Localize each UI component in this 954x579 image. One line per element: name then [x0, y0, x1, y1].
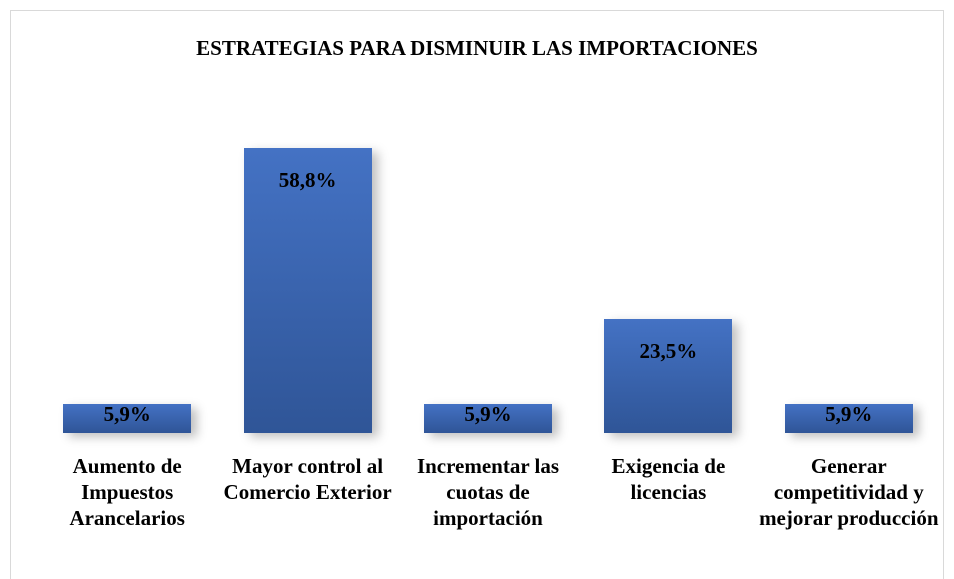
bar: [604, 319, 733, 433]
x-tick-label: Exigencia de licencias: [611, 454, 726, 504]
x-tick-label: Generar competitividad y mejorar producc…: [759, 454, 939, 530]
x-tick-label: Mayor control al Comercio Exterior: [223, 454, 392, 504]
data-label: 23,5%: [639, 339, 698, 364]
x-tick-label: Aumento de Impuestos Arancelarios: [69, 454, 185, 530]
data-label: 5,9%: [464, 402, 512, 427]
data-label: 5,9%: [825, 402, 873, 427]
x-tick-label: Incrementar las cuotas de importación: [416, 454, 560, 530]
data-label: 5,9%: [103, 402, 151, 427]
bar: [243, 148, 372, 433]
bar: [784, 404, 913, 433]
data-label: 58,8%: [278, 168, 337, 192]
bar: [63, 404, 192, 433]
chart-frame: [10, 10, 944, 579]
chart-title: ESTRATEGIAS PARA DISMINUIR LAS IMPORTACI…: [196, 36, 758, 60]
bar: [424, 404, 552, 433]
